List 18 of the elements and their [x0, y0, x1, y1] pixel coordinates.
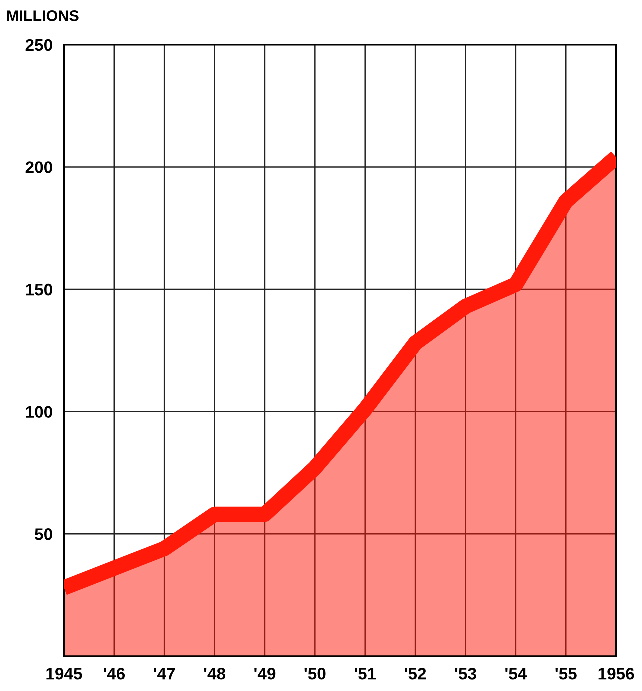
- x-tick-label: '53: [455, 668, 476, 680]
- x-tick-label: '52: [405, 668, 426, 680]
- x-tick-label: '47: [154, 668, 176, 680]
- y-tick-label: 200: [26, 162, 52, 174]
- x-tick-label: '48: [204, 668, 226, 680]
- y-tick-label: 250: [26, 39, 52, 52]
- x-tick-label: 1945: [46, 668, 82, 680]
- x-tick-label: '50: [304, 668, 326, 680]
- y-axis-title: MILLIONS: [7, 10, 79, 22]
- x-tick-label: '51: [354, 668, 376, 680]
- x-tick-label: '54: [506, 668, 528, 680]
- x-tick-label: '46: [104, 668, 126, 680]
- x-tick-label: 1956: [598, 668, 634, 680]
- y-tick-label: 150: [26, 284, 52, 296]
- x-tick-label: '55: [556, 668, 577, 680]
- y-tick-label: 100: [26, 406, 52, 418]
- y-tick-label: 50: [35, 528, 52, 540]
- x-tick-label: '49: [254, 668, 276, 680]
